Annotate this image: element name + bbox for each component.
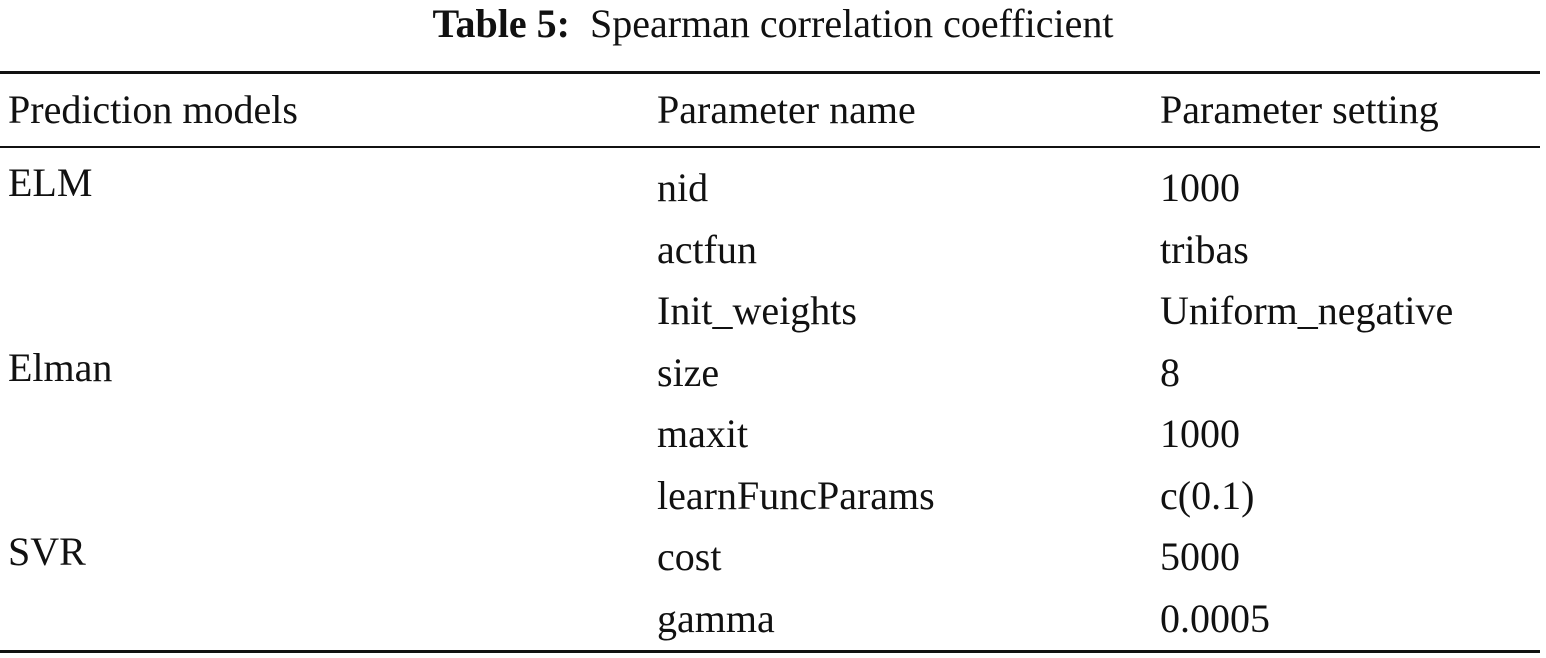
table-cell: actfun <box>657 226 757 272</box>
table-cell: Init_weights <box>657 288 857 333</box>
table-cell: 8 <box>1160 349 1180 395</box>
table-cell: 1000 <box>1160 411 1240 456</box>
table-cell: c(0.1) <box>1160 472 1255 518</box>
table-caption: Table 5: Spearman correlation coefficien… <box>0 0 1546 48</box>
bottom-rule <box>0 650 1540 653</box>
column-header: Parameter setting <box>1160 87 1439 132</box>
top-rule <box>0 71 1540 74</box>
table-cell: size <box>657 349 720 395</box>
table-cell: Uniform_negative <box>1160 288 1454 333</box>
table-cell: maxit <box>657 411 749 456</box>
table-cell: 5000 <box>1160 534 1240 579</box>
table-cell: gamma <box>657 595 775 641</box>
table-cell: 1000 <box>1160 165 1240 210</box>
column-header: Prediction models <box>8 87 298 132</box>
table-cell: learnFuncParams <box>657 472 935 518</box>
table-cell: 0.0005 <box>1160 595 1270 641</box>
table-cell: ELM <box>8 160 93 205</box>
table-cell: Elman <box>8 344 113 390</box>
caption-label: Table 5: <box>432 1 570 46</box>
column-header: Parameter name <box>657 87 916 132</box>
header-rule <box>0 146 1540 148</box>
table-cell: cost <box>657 534 722 579</box>
table-cell: SVR <box>8 529 86 574</box>
table-cell: nid <box>657 165 709 210</box>
table-cell: tribas <box>1160 226 1249 272</box>
caption-text: Spearman correlation coefficient <box>589 1 1114 46</box>
